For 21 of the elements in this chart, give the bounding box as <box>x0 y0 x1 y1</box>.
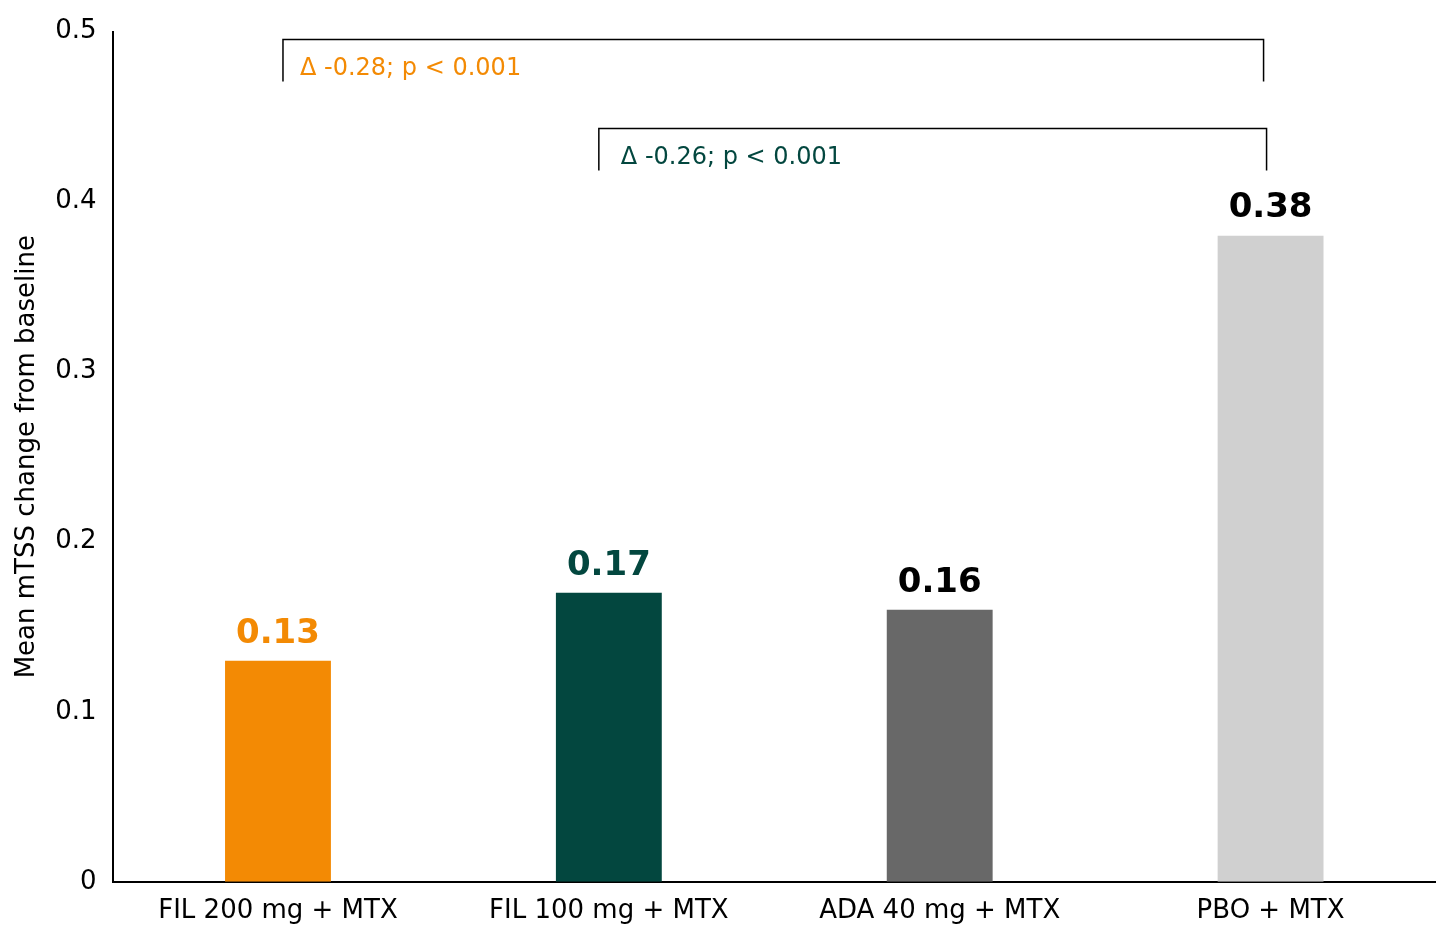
data-label: 0.13 <box>236 610 320 651</box>
data-label: 0.38 <box>1228 185 1313 226</box>
x-tick-label: ADA 40 mg + MTX <box>819 894 1061 925</box>
x-tick-label: FIL 200 mg + MTX <box>158 894 398 925</box>
y-axis-title: Mean mTSS change from baseline <box>10 235 41 679</box>
data-label: 0.16 <box>897 559 982 600</box>
y-tick-label: 0.4 <box>55 184 97 215</box>
bar <box>225 660 331 882</box>
annotation: Δ -0.26; p < 0.001 <box>620 141 843 170</box>
y-tick-label: 0.3 <box>55 354 97 385</box>
bar <box>555 592 662 882</box>
y-tick-label: 0.5 <box>55 14 97 45</box>
x-tick-label: PBO + MTX <box>1196 894 1345 925</box>
annotation: Δ -0.28; p < 0.001 <box>299 52 522 81</box>
data-label: 0.17 <box>566 542 651 583</box>
bar <box>886 609 993 882</box>
y-tick-label: 0.2 <box>55 524 97 555</box>
y-tick-label: 0.1 <box>55 694 97 725</box>
x-tick-label: FIL 100 mg + MTX <box>489 894 729 925</box>
bar <box>1217 235 1324 882</box>
y-tick-label: 0 <box>80 864 97 895</box>
